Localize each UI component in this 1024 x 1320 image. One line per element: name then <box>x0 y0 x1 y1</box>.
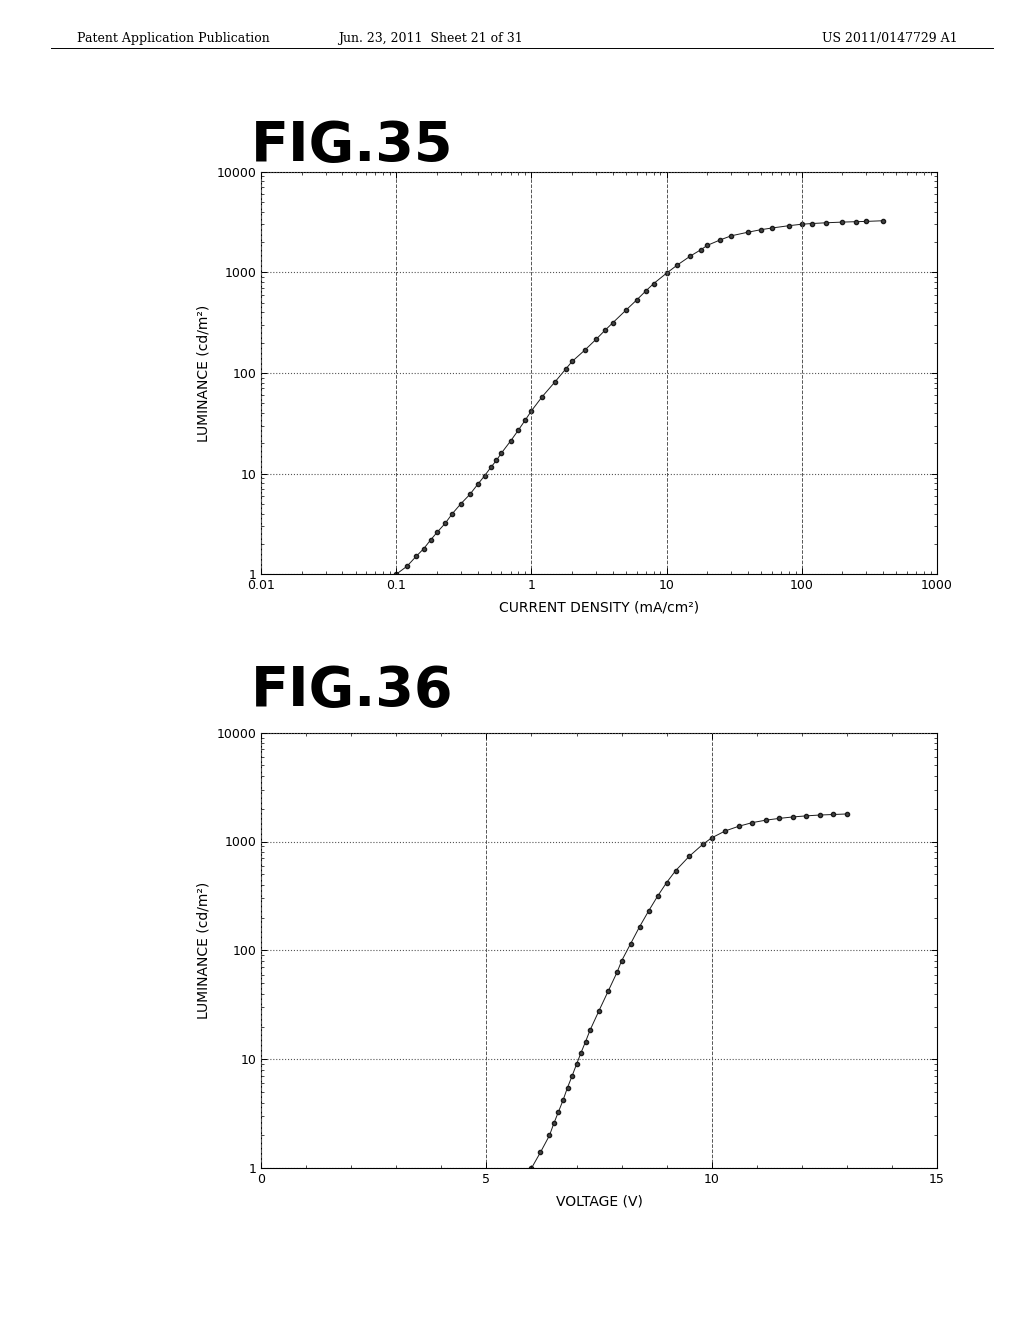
Y-axis label: LUMINANCE (cd/m²): LUMINANCE (cd/m²) <box>197 305 211 441</box>
X-axis label: CURRENT DENSITY (mA/cm²): CURRENT DENSITY (mA/cm²) <box>499 601 699 614</box>
Text: FIG.35: FIG.35 <box>251 119 454 173</box>
Text: Patent Application Publication: Patent Application Publication <box>77 32 269 45</box>
X-axis label: VOLTAGE (V): VOLTAGE (V) <box>556 1195 642 1208</box>
Y-axis label: LUMINANCE (cd/m²): LUMINANCE (cd/m²) <box>197 882 211 1019</box>
Text: US 2011/0147729 A1: US 2011/0147729 A1 <box>822 32 957 45</box>
Text: Jun. 23, 2011  Sheet 21 of 31: Jun. 23, 2011 Sheet 21 of 31 <box>338 32 522 45</box>
Text: FIG.36: FIG.36 <box>251 664 454 718</box>
